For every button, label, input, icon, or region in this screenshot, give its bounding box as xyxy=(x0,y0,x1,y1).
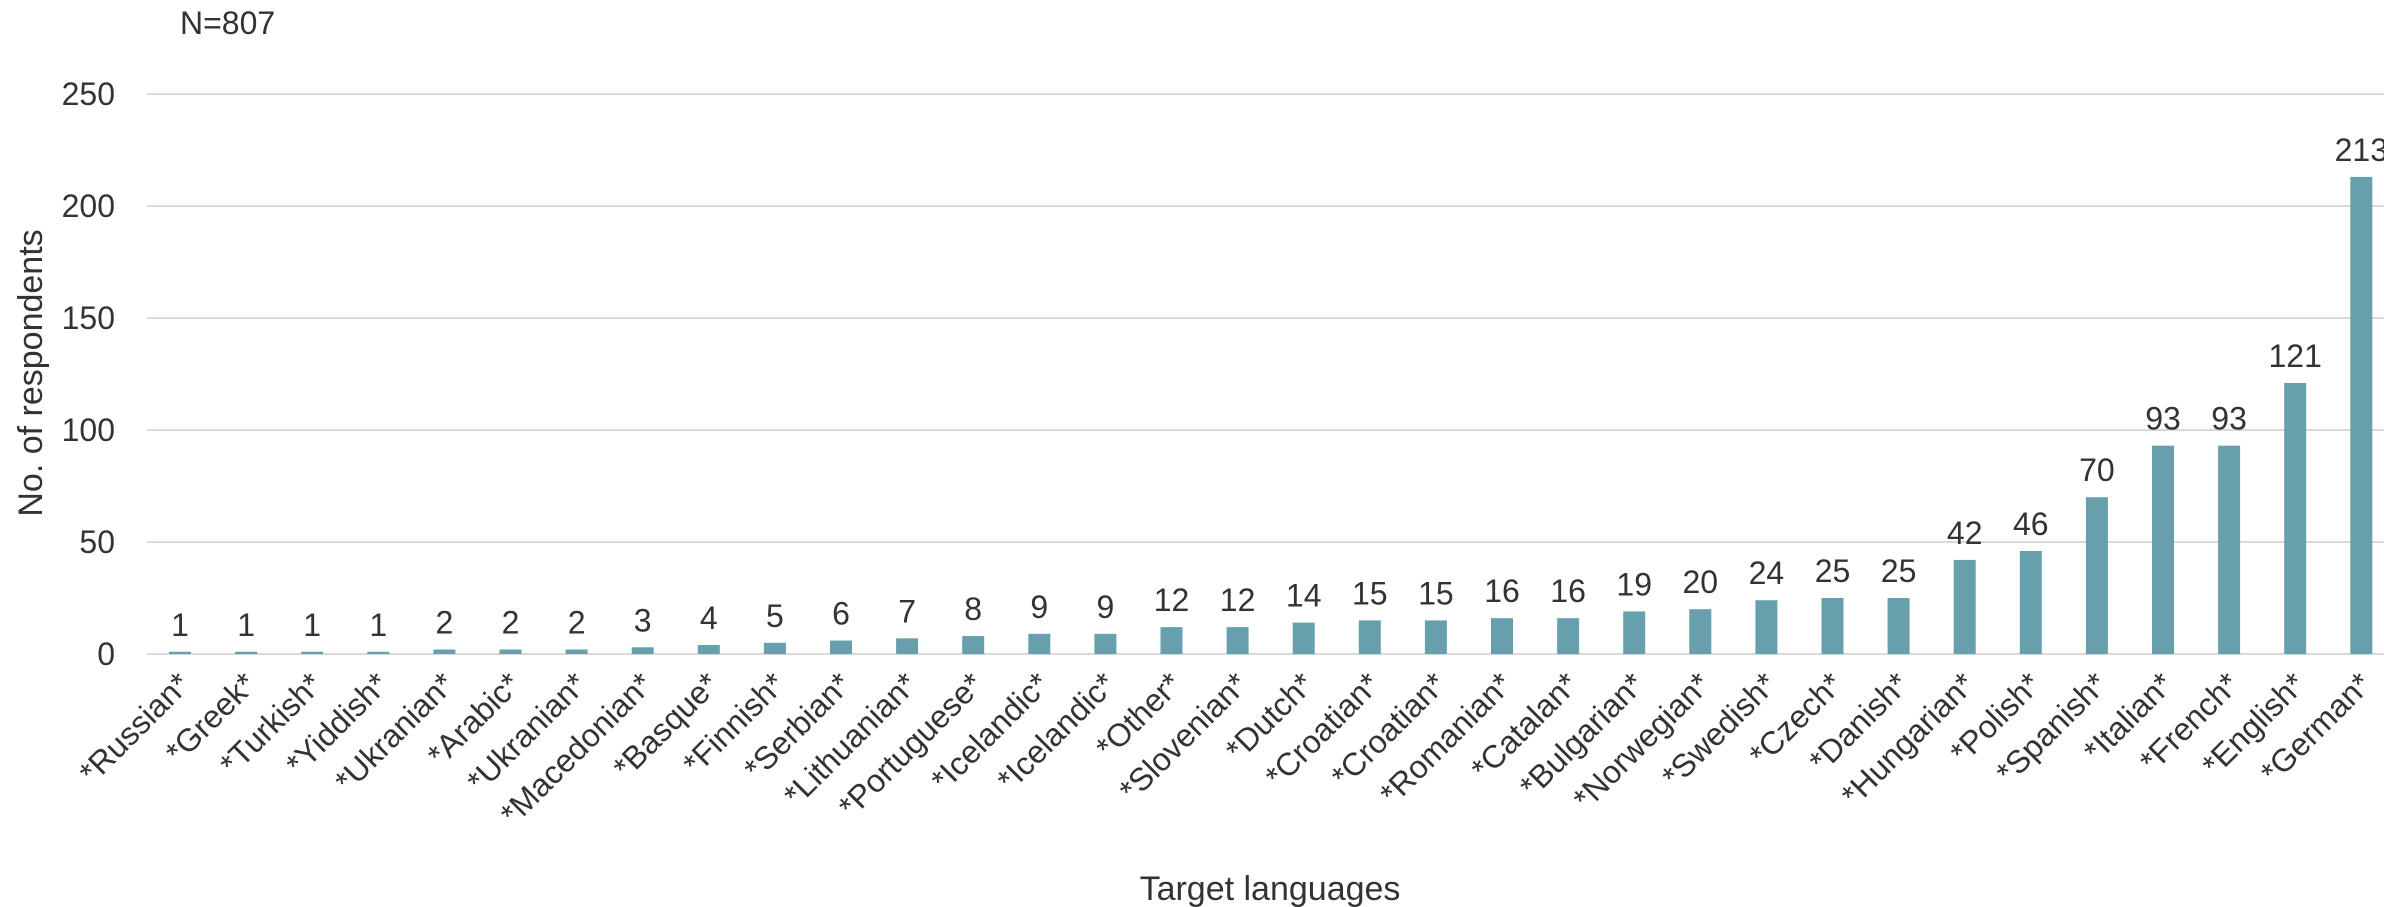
bar xyxy=(1094,633,1117,654)
bar xyxy=(1226,627,1249,654)
data-label: 15 xyxy=(1352,575,1388,611)
data-label: 93 xyxy=(2145,401,2181,437)
data-label: 93 xyxy=(2211,401,2247,437)
data-label: 1 xyxy=(237,607,255,643)
bar xyxy=(1953,559,1976,654)
bar xyxy=(499,649,522,654)
y-tick-label: 200 xyxy=(62,188,115,224)
y-tick-label: 150 xyxy=(62,300,115,336)
y-axis-ticks: 0 50 100 150 200 250 xyxy=(62,76,115,672)
data-label: 46 xyxy=(2013,506,2049,542)
data-label: 20 xyxy=(1683,564,1719,600)
bars xyxy=(169,176,2373,654)
y-tick-label: 100 xyxy=(62,412,115,448)
bar xyxy=(1623,611,1646,654)
data-label: 70 xyxy=(2079,452,2115,488)
x-axis-title: Target languages xyxy=(1140,870,1401,907)
data-label: 2 xyxy=(436,605,454,641)
bar xyxy=(2218,445,2241,654)
data-label: 1 xyxy=(303,607,321,643)
data-label: 2 xyxy=(502,605,520,641)
bar xyxy=(1160,627,1183,654)
data-label: 12 xyxy=(1220,582,1256,618)
data-label: 25 xyxy=(1881,553,1917,589)
y-axis-title: No. of respondents xyxy=(12,229,50,516)
bar xyxy=(1557,618,1580,654)
bar xyxy=(301,651,324,654)
data-label: 12 xyxy=(1154,582,1190,618)
data-label: 42 xyxy=(1947,515,1983,551)
bar xyxy=(1755,600,1778,654)
bar xyxy=(1821,598,1844,654)
data-label: 9 xyxy=(1097,589,1115,625)
data-label: 16 xyxy=(1550,573,1586,609)
x-axis-ticks: *Russian**Greek**Turkish**Yiddish**Ukran… xyxy=(72,665,2378,831)
y-tick-label: 0 xyxy=(97,636,115,672)
bar xyxy=(367,651,390,654)
data-label: 4 xyxy=(700,600,718,636)
bar xyxy=(1887,598,1910,654)
bar xyxy=(2085,497,2108,654)
data-label: 3 xyxy=(634,602,652,638)
data-label: 6 xyxy=(832,596,850,632)
data-label: 1 xyxy=(171,607,189,643)
bar xyxy=(631,647,654,654)
data-label: 16 xyxy=(1484,573,1520,609)
bar xyxy=(2152,445,2174,654)
data-label: 213 xyxy=(2335,132,2384,168)
bar xyxy=(1491,618,1513,654)
y-tick-label: 250 xyxy=(62,76,115,112)
bar xyxy=(896,638,919,654)
data-label: 25 xyxy=(1815,553,1851,589)
bar xyxy=(2284,382,2307,654)
bar xyxy=(235,651,258,654)
bar xyxy=(433,649,456,654)
data-label: 9 xyxy=(1030,589,1048,625)
data-label: 1 xyxy=(369,607,387,643)
data-label: 2 xyxy=(568,605,586,641)
bar xyxy=(830,640,852,654)
bar xyxy=(763,642,786,654)
data-label: 15 xyxy=(1418,575,1454,611)
bar xyxy=(169,651,191,654)
data-label: 121 xyxy=(2269,338,2322,374)
bar xyxy=(1292,622,1315,654)
data-label: 5 xyxy=(766,598,784,634)
y-tick-label: 50 xyxy=(79,524,115,560)
bar xyxy=(2350,176,2373,654)
bar xyxy=(1424,620,1447,654)
bar xyxy=(2019,550,2042,654)
bar xyxy=(962,636,985,654)
data-label: 8 xyxy=(964,591,982,627)
bar xyxy=(697,645,720,654)
data-label: 7 xyxy=(898,593,916,629)
data-label: 19 xyxy=(1616,566,1652,602)
sample-size-note: N=807 xyxy=(180,5,275,41)
data-label: 24 xyxy=(1749,555,1785,591)
bar xyxy=(1689,609,1712,654)
bar xyxy=(1028,633,1051,654)
gridlines xyxy=(147,93,2384,655)
bar xyxy=(565,649,588,654)
data-labels: 1 1 1 1 2 2 2 3 4 5 6 7 8 9 9 12 12 14 15 15 16 16 19 20 24 25 254… xyxy=(171,132,2384,643)
bar xyxy=(1358,620,1381,654)
data-label: 14 xyxy=(1286,578,1322,614)
